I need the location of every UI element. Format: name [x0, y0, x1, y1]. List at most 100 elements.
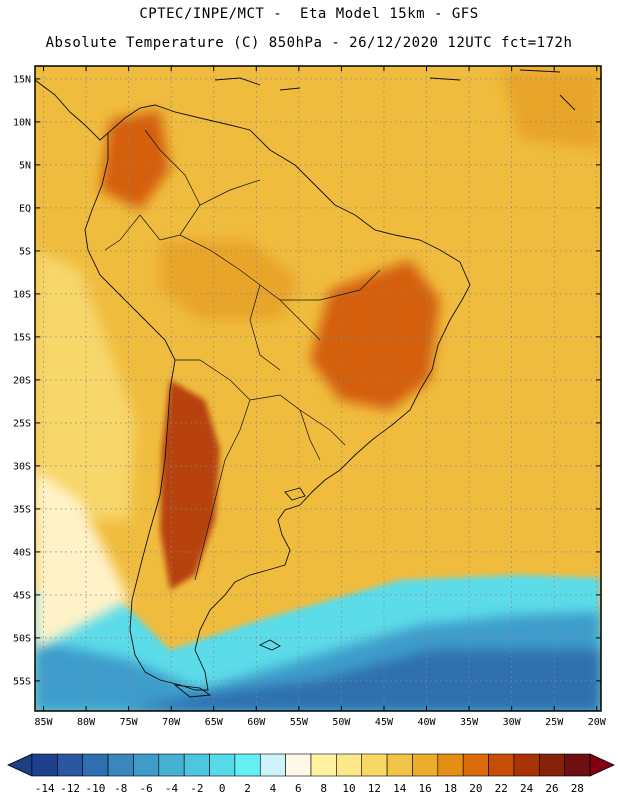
map-title-variable: Absolute Temperature (C) 850hPa - 26/12/… [45, 35, 573, 51]
colorbar-label: 14 [393, 782, 407, 795]
colorbar-label: 4 [270, 782, 277, 795]
colorbar [7, 753, 615, 777]
field-colombia-hot [100, 110, 170, 210]
latitude-labels: 15N 10N 5N EQ 5S 10S 15S 20S 25S 30S 35S 40S 45S 50S 5… [13, 74, 31, 687]
colorbar-label: 8 [320, 782, 327, 795]
colorbar-swatch [259, 753, 286, 777]
lat-label: 25S [13, 418, 31, 429]
lon-label: 85W [34, 717, 53, 728]
colorbar-label: 0 [219, 782, 226, 795]
tierra-del-fuego [173, 684, 212, 698]
field-north-atlantic-warm [500, 70, 600, 150]
colorbar-labels: -14 -12 -10 -8 -6 -4 -2 0 2 4 6 8 10 12 14 16 18 20 22 24 26… [35, 782, 584, 795]
lon-label: 70W [162, 717, 181, 728]
temperature-field [35, 66, 601, 711]
colorbar-swatch [412, 753, 439, 777]
colorbar-swatch [361, 753, 388, 777]
colorbar-swatch [31, 753, 58, 777]
central-america-coast [35, 79, 109, 141]
colorbar-swatch [183, 753, 210, 777]
lat-label: EQ [19, 203, 31, 214]
lon-label: 45W [375, 717, 394, 728]
lat-label: 10N [13, 117, 31, 128]
colorbar-label: 20 [469, 782, 482, 795]
colorbar-label: -10 [85, 782, 105, 795]
lat-label: 50S [13, 633, 31, 644]
colorbar-label: 26 [545, 782, 558, 795]
coastlines [35, 69, 576, 698]
lat-label: 20S [13, 375, 31, 386]
colorbar-label: -6 [140, 782, 153, 795]
lon-label: 40W [417, 717, 436, 728]
south-america-coastline [84, 104, 471, 691]
colorbar-label: -14 [35, 782, 55, 795]
colorbar-label: -4 [165, 782, 179, 795]
colorbar-label: -2 [190, 782, 203, 795]
lon-label: 30W [503, 717, 522, 728]
lon-label: 50W [332, 717, 351, 728]
colorbar-swatch [285, 753, 312, 777]
colorbar-label: 6 [295, 782, 302, 795]
lake-and-lagoon [284, 487, 306, 501]
lat-label: 55S [13, 676, 31, 687]
falkland-islands [258, 639, 281, 651]
colorbar-swatch [107, 753, 134, 777]
caribbean-islands [214, 69, 576, 111]
colorbar-swatch [386, 753, 413, 777]
lon-label: 80W [77, 717, 96, 728]
field-chile-coast-pale [35, 470, 130, 650]
lon-label: 65W [205, 717, 224, 728]
colorbar-label: -8 [114, 782, 127, 795]
lat-label: 10S [13, 289, 31, 300]
colorbar-swatch [538, 753, 565, 777]
colorbar-swatch [437, 753, 464, 777]
lon-label: 55W [290, 717, 309, 728]
colorbar-label: 28 [571, 782, 584, 795]
colorbar-low-arrow [7, 753, 33, 777]
graticule [35, 66, 601, 711]
field-central-brazil-hot [310, 260, 440, 410]
colorbar-label: 12 [368, 782, 381, 795]
lat-label: 15N [13, 74, 31, 85]
colorbar-label: 16 [419, 782, 432, 795]
field-andes-hot [160, 380, 220, 590]
colorbar-swatch [57, 753, 84, 777]
map-title-source: CPTEC/INPE/MCT - Eta Model 15km - GFS [139, 6, 479, 22]
lon-label: 25W [545, 717, 564, 728]
lat-label: 40S [13, 547, 31, 558]
colorbar-swatch [158, 753, 185, 777]
colorbar-swatch [513, 753, 540, 777]
axis-ticks [35, 66, 601, 711]
colorbar-swatch [133, 753, 160, 777]
colorbar-swatch [336, 753, 363, 777]
lon-label: 60W [247, 717, 266, 728]
lon-label: 75W [120, 717, 139, 728]
colorbar-swatch [234, 753, 261, 777]
field-west-ocean-band [35, 250, 135, 520]
colorbar-swatch [488, 753, 515, 777]
map-frame [34, 65, 602, 712]
colorbar-label: 24 [520, 782, 534, 795]
lat-label: 15S [13, 332, 31, 343]
lat-label: 5S [19, 246, 31, 257]
colorbar-swatch [209, 753, 236, 777]
field-southern-deep-cold [120, 650, 600, 711]
lon-label: 20W [588, 717, 607, 728]
field-amazon-warm [160, 240, 300, 320]
longitude-labels: 85W 80W 75W 70W 65W 60W 55W 50W 45W 40W 35W 30W 25W 2… [34, 717, 606, 728]
lat-label: 35S [13, 504, 31, 515]
lat-label: 5N [19, 160, 31, 171]
colorbar-label: 2 [244, 782, 251, 795]
colorbar-label: 18 [444, 782, 457, 795]
colorbar-high-arrow [589, 753, 615, 777]
colorbar-label: 10 [342, 782, 355, 795]
colorbar-swatch [462, 753, 489, 777]
colorbar-label: 22 [495, 782, 508, 795]
lat-label: 30S [13, 461, 31, 472]
colorbar-swatch [82, 753, 109, 777]
lat-label: 45S [13, 590, 31, 601]
colorbar-swatch [310, 753, 337, 777]
colorbar-label: -12 [60, 782, 80, 795]
lon-label: 35W [460, 717, 479, 728]
